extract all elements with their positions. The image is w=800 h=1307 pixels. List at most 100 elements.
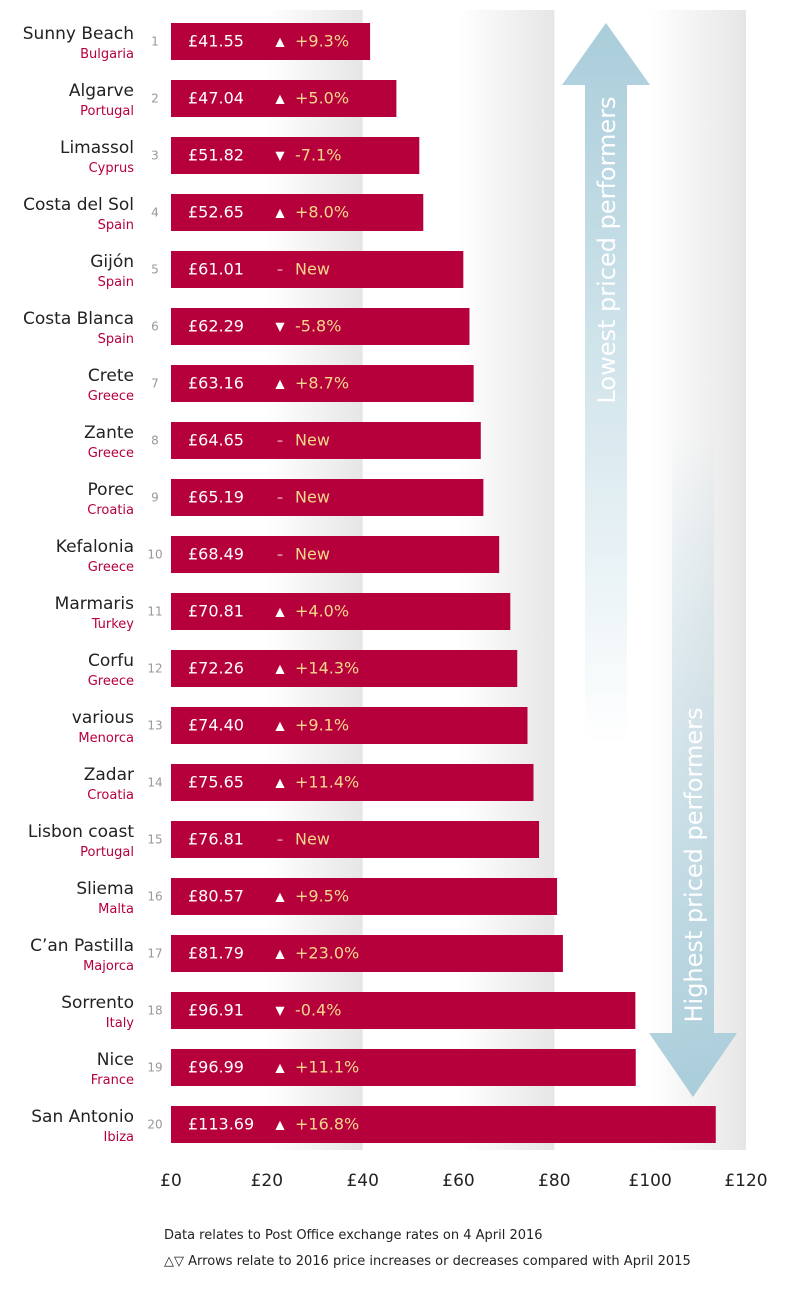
bar-change-label: -0.4% — [295, 1001, 341, 1020]
bar-change-label: +16.8% — [295, 1115, 359, 1134]
bar-change-label: +9.1% — [295, 716, 349, 735]
destination-country: Greece — [88, 674, 134, 689]
bar — [171, 308, 470, 345]
destination-name: Kefalonia — [56, 537, 134, 557]
change-arrow-icon: – — [277, 491, 283, 505]
destination-country: Cyprus — [89, 161, 135, 176]
x-tick-label: £100 — [629, 1171, 672, 1191]
bar-value-label: £62.29 — [188, 317, 244, 336]
destination-country: Ibiza — [104, 1130, 135, 1145]
bar — [171, 137, 420, 174]
bar-group: £68.49 – New — [171, 536, 500, 573]
bar-change-label: New — [295, 545, 330, 564]
category-label: Sorrento Italy 18 — [61, 993, 162, 1031]
rank-number: 20 — [147, 1118, 162, 1132]
destination-country: Italy — [106, 1016, 135, 1031]
rank-number: 3 — [151, 149, 159, 163]
bar — [171, 821, 540, 858]
bar-value-label: £81.79 — [188, 944, 244, 963]
bar — [171, 707, 528, 744]
rank-number: 7 — [151, 377, 159, 391]
bar-value-label: £75.65 — [188, 773, 244, 792]
bar-value-label: £63.16 — [188, 374, 244, 393]
bar — [171, 878, 558, 915]
bar-group: £41.55 ▲ +9.3% — [171, 23, 371, 60]
change-arrow-icon: ▲ — [275, 206, 285, 220]
bar — [171, 365, 474, 402]
bar-value-label: £68.49 — [188, 545, 244, 564]
bar — [171, 593, 511, 630]
bar-change-label: -7.1% — [295, 146, 341, 165]
bar-group: £52.65 ▲ +8.0% — [171, 194, 424, 231]
rank-number: 13 — [147, 719, 162, 733]
bar-value-label: £113.69 — [188, 1115, 254, 1134]
arrow-up-icon — [562, 23, 650, 745]
bars: £41.55 ▲ +9.3% £47.04 ▲ +5.0% £51.82 ▼ -7.1% £52.… — [171, 23, 716, 1143]
rank-number: 8 — [151, 434, 159, 448]
destination-name: various — [72, 708, 134, 728]
destination-name: Gijón — [90, 252, 134, 272]
bar — [171, 23, 371, 60]
grid-band — [458, 10, 555, 1150]
bar — [171, 1106, 716, 1143]
destination-name: Sliema — [76, 879, 134, 899]
rank-number: 4 — [151, 206, 159, 220]
bar — [171, 992, 636, 1029]
bar-change-label: +9.5% — [295, 887, 349, 906]
change-arrow-icon: – — [277, 434, 283, 448]
bar-group: £80.57 ▲ +9.5% — [171, 878, 558, 915]
bar-value-label: £74.40 — [188, 716, 244, 735]
rank-number: 5 — [151, 263, 159, 277]
bar-group: £76.81 – New — [171, 821, 540, 858]
category-label: Crete Greece 7 — [88, 366, 159, 404]
destination-name: Limassol — [60, 138, 134, 158]
bar — [171, 650, 518, 687]
bar-group: £81.79 ▲ +23.0% — [171, 935, 563, 972]
rank-number: 6 — [151, 320, 159, 334]
destination-name: Zadar — [84, 765, 134, 785]
bar-chart: Lowest priced performers Highest priced p… — [23, 10, 768, 1191]
rank-number: 2 — [151, 92, 159, 106]
x-axis: £0 £20 £40 £60 £80 £100 £120 — [160, 1171, 767, 1191]
bar-change-label: +5.0% — [295, 89, 349, 108]
bar-change-label: New — [295, 260, 330, 279]
bar-value-label: £51.82 — [188, 146, 244, 165]
destination-name: Lisbon coast — [28, 822, 134, 842]
destination-country: Greece — [88, 560, 134, 575]
bar-change-label: -5.8% — [295, 317, 341, 336]
change-arrow-icon: – — [277, 548, 283, 562]
category-label: Algarve Portugal 2 — [69, 81, 159, 119]
performance-arrows: Lowest priced performers Highest priced p… — [562, 23, 737, 1097]
destination-country: Menorca — [78, 731, 134, 746]
destination-name: Zante — [84, 423, 134, 443]
destination-name: Nice — [97, 1050, 134, 1070]
change-arrow-icon: ▲ — [275, 776, 285, 790]
bar-group: £47.04 ▲ +5.0% — [171, 80, 397, 117]
footnote-arrows: △▽ Arrows relate to 2016 price increases… — [164, 1254, 691, 1269]
bar-change-label: +11.4% — [295, 773, 359, 792]
bar-change-label: +11.1% — [295, 1058, 359, 1077]
change-arrow-icon: ▲ — [275, 377, 285, 391]
bar — [171, 80, 397, 117]
bar-value-label: £64.65 — [188, 431, 244, 450]
destination-country: France — [91, 1073, 134, 1088]
bar — [171, 1049, 636, 1086]
bar-group: £62.29 ▼ -5.8% — [171, 308, 470, 345]
destination-country: Spain — [98, 275, 134, 290]
bar — [171, 479, 484, 516]
bar-change-label: +23.0% — [295, 944, 359, 963]
destination-country: Portugal — [80, 845, 134, 860]
destination-name: C’an Pastilla — [30, 936, 134, 956]
bar-group: £65.19 – New — [171, 479, 484, 516]
x-tick-label: £40 — [346, 1171, 378, 1191]
bar — [171, 422, 481, 459]
rank-number: 16 — [147, 890, 162, 904]
bar-group: £63.16 ▲ +8.7% — [171, 365, 474, 402]
category-label: Lisbon coast Portugal 15 — [28, 822, 163, 860]
rank-number: 10 — [147, 548, 162, 562]
change-arrow-icon: ▼ — [275, 1004, 285, 1018]
bar-change-label: +4.0% — [295, 602, 349, 621]
destination-name: Sorrento — [61, 993, 134, 1013]
category-label: Porec Croatia 9 — [87, 480, 159, 518]
